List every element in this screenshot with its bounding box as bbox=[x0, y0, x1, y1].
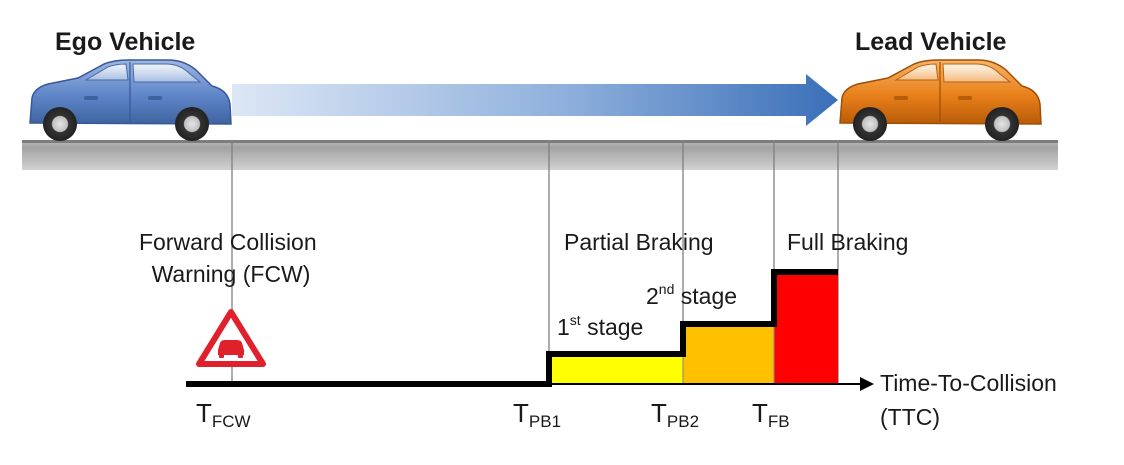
ttc-axis-title-line1: Time-To-Collision bbox=[880, 370, 1057, 396]
stage2-braking-area bbox=[683, 324, 774, 384]
ttc-axis-title: Time-To-Collision (TTC) bbox=[880, 370, 1063, 430]
ego-vehicle-icon bbox=[29, 59, 232, 141]
tick-label-tfcw: TFCW bbox=[196, 398, 251, 431]
guide-lines-overlay bbox=[682, 324, 775, 384]
ego-vehicle-label: Ego Vehicle bbox=[55, 28, 195, 56]
guide-lines bbox=[231, 140, 839, 384]
full-braking-label: Full Braking bbox=[787, 229, 908, 255]
ttc-axis-title-line2: (TTC) bbox=[880, 404, 940, 430]
braking-profile-line bbox=[186, 269, 838, 387]
road-edge bbox=[22, 140, 1058, 143]
stage2-label: 2nd stage bbox=[646, 281, 737, 309]
tick-label-tfb: TFB bbox=[752, 398, 790, 431]
full-braking-area bbox=[774, 272, 838, 384]
lead-vehicle-label: Lead Vehicle bbox=[855, 28, 1007, 56]
stage1-label: 1st stage bbox=[557, 312, 643, 340]
tick-label-tpb2: TPB2 bbox=[651, 398, 699, 431]
fcw-label: Forward Collision Warning (FCW) bbox=[139, 229, 323, 287]
tick-label-tpb1: TPB1 bbox=[513, 398, 561, 431]
fcw-label-line2: Warning (FCW) bbox=[152, 261, 311, 287]
ttc-axis-arrowhead bbox=[860, 377, 874, 391]
stage1-braking-area bbox=[549, 354, 683, 384]
direction-arrow bbox=[232, 74, 838, 126]
fcw-label-line1: Forward Collision bbox=[139, 229, 317, 255]
lead-vehicle-icon bbox=[839, 59, 1042, 141]
road bbox=[22, 140, 1058, 170]
car-warning-triangle-icon bbox=[196, 309, 266, 367]
partial-braking-label: Partial Braking bbox=[564, 229, 714, 255]
